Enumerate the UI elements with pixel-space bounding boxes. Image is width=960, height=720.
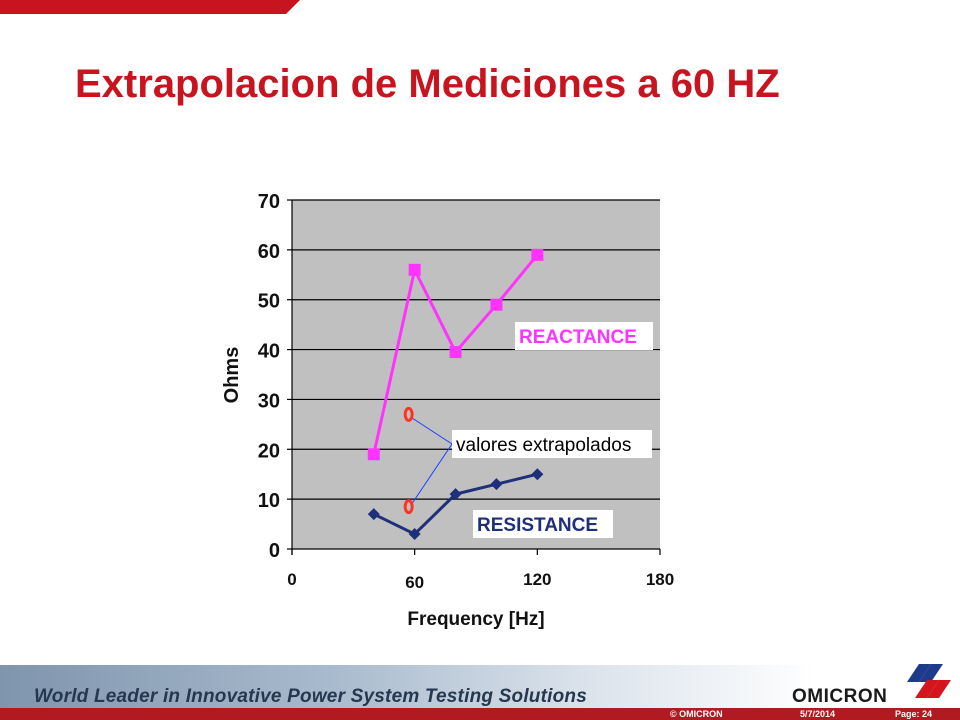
footer-strip xyxy=(0,708,960,720)
x-tick-label: 120 xyxy=(523,570,551,589)
footer-page-number: Page: 24 xyxy=(895,709,933,719)
y-axis-label: Ohms xyxy=(221,347,243,404)
y-tick-label: 10 xyxy=(258,490,280,512)
reactance-point xyxy=(367,448,380,461)
footer-date: 5/7/2014 xyxy=(800,709,836,719)
x-axis-label: Frequency [Hz] xyxy=(407,609,544,630)
resistance-label-box xyxy=(473,510,613,538)
omicron-wordmark: OMICRON xyxy=(792,686,888,707)
x-tick-label: 60 xyxy=(405,573,424,592)
reactance-point xyxy=(449,346,462,359)
extrapolated-point xyxy=(403,499,414,515)
reactance-point xyxy=(531,248,544,261)
footer-tagline: World Leader in Innovative Power System … xyxy=(34,686,588,707)
y-tick-label: 0 xyxy=(269,540,280,562)
y-tick-label: 40 xyxy=(258,341,280,363)
page-title: Extrapolacion de Mediciones a 60 HZ xyxy=(75,62,780,106)
chart: 0 10 20 30 40 50 60 70 0 60 120 180 valores extrap… xyxy=(221,191,674,630)
extrapolated-point xyxy=(403,406,414,422)
resistance-point xyxy=(531,468,544,481)
resistance-point xyxy=(449,488,462,501)
y-tick-label: 60 xyxy=(258,241,280,263)
annotation-text: valores extrapolados xyxy=(456,435,631,456)
resistance-point xyxy=(490,478,503,491)
reactance-point xyxy=(408,263,421,276)
resistance-legend-label: RESISTANCE xyxy=(477,515,598,536)
resistance-point xyxy=(408,528,421,541)
omicron-logo-icon xyxy=(903,658,955,705)
reactance-legend-label: REACTANCE xyxy=(519,327,637,348)
footer-copyright: © OMICRON xyxy=(670,709,723,719)
leader-line xyxy=(412,417,453,445)
x-tick-label: 180 xyxy=(646,570,674,589)
leader-line xyxy=(412,443,453,503)
y-tick-label: 70 xyxy=(258,191,280,213)
y-tick-label: 50 xyxy=(258,291,280,313)
top-accent-bar xyxy=(0,0,300,14)
plot-area xyxy=(292,200,660,549)
y-tick-label: 20 xyxy=(258,440,280,462)
reactance-label-box xyxy=(515,322,653,350)
annotation-box xyxy=(452,430,652,458)
y-tick-label: 30 xyxy=(258,390,280,412)
x-tick-label: 0 xyxy=(287,570,296,589)
resistance-point xyxy=(367,508,380,521)
reactance-point xyxy=(490,298,503,311)
